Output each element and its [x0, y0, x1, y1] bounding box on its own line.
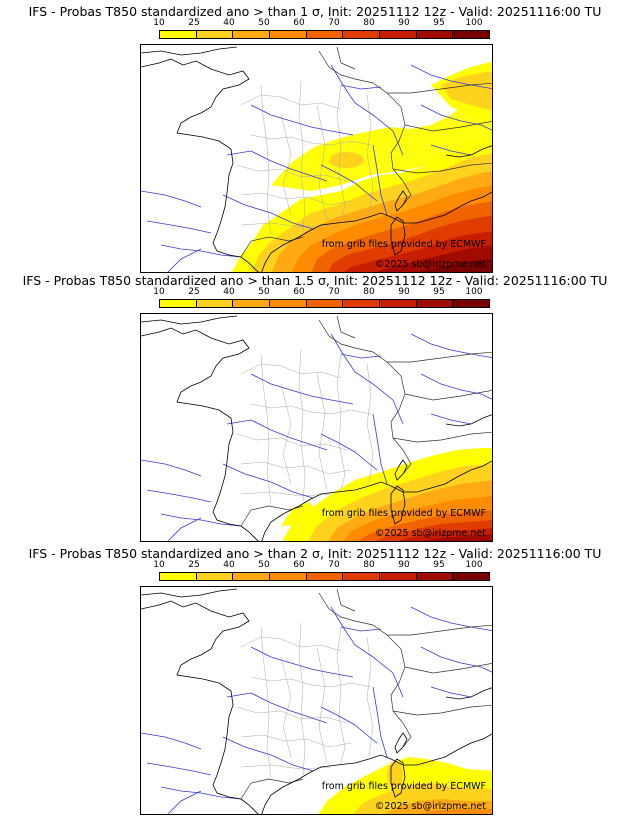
- colorbar-tick: 40: [223, 18, 235, 28]
- colorbar-swatch: [160, 300, 197, 307]
- copyright-credit: ©2025 sb@irizpme.net: [374, 801, 486, 812]
- colorbar-tick: 25: [188, 560, 200, 570]
- colorbar-tick: 50: [258, 18, 270, 28]
- probability-map: from grib files provided by ECMWF ©2025 …: [140, 586, 493, 815]
- data-source-credit: from grib files provided by ECMWF: [321, 239, 486, 250]
- colorbar-tick: 100: [465, 560, 483, 570]
- probability-shading: [232, 61, 492, 272]
- colorbar-swatch: [270, 31, 307, 38]
- data-source-credit: from grib files provided by ECMWF: [321, 508, 486, 519]
- colorbar-tick: 25: [188, 287, 200, 297]
- panel-title: IFS - Probas T850 standardized ano > tha…: [22, 273, 608, 288]
- colorbar-swatch: [196, 573, 234, 580]
- colorbar-swatch: [270, 300, 307, 307]
- colorbar-swatch: [196, 31, 234, 38]
- colorbar-tick: 40: [223, 287, 235, 297]
- colorbar-swatch: [453, 300, 490, 307]
- colorbar-tick: 100: [465, 287, 483, 297]
- colorbar-tick: 10: [153, 18, 165, 28]
- colorbar-tick: 90: [398, 287, 410, 297]
- colorbar-swatch: [343, 300, 381, 307]
- colorbar-tick: 80: [363, 287, 375, 297]
- map-panel-1: IFS - Probas T850 standardized ano > tha…: [0, 4, 630, 273]
- colorbar-tick: 50: [258, 287, 270, 297]
- colorbar-swatch: [380, 573, 417, 580]
- colorbar-swatch: [160, 31, 197, 38]
- panel-title: IFS - Probas T850 standardized ano > tha…: [28, 546, 602, 561]
- colorbar-swatch: [416, 31, 454, 38]
- colorbar-tick: 25: [188, 18, 200, 28]
- colorbar-swatch: [453, 573, 490, 580]
- data-source-credit: from grib files provided by ECMWF: [321, 781, 486, 792]
- colorbar-tick: 95: [433, 560, 445, 570]
- colorbar-swatch: [306, 573, 344, 580]
- colorbar-tick: 70: [328, 18, 340, 28]
- panel-title: IFS - Probas T850 standardized ano > tha…: [28, 4, 602, 19]
- colorbar: [159, 30, 490, 39]
- colorbar-tick: 95: [433, 18, 445, 28]
- colorbar-swatch: [453, 31, 490, 38]
- probability-map: from grib files provided by ECMWF ©2025 …: [140, 44, 493, 273]
- colorbar-swatch: [416, 573, 454, 580]
- colorbar-swatch: [380, 300, 417, 307]
- colorbar-tick: 10: [153, 287, 165, 297]
- colorbar-swatch: [233, 31, 271, 38]
- colorbar-tick: 60: [293, 287, 305, 297]
- colorbar-swatch: [380, 31, 417, 38]
- colorbar-swatch: [343, 573, 381, 580]
- colorbar-tick: 70: [328, 287, 340, 297]
- colorbar: [159, 572, 490, 581]
- colorbar-swatch: [233, 573, 271, 580]
- colorbar-tick: 50: [258, 560, 270, 570]
- colorbar-swatch: [270, 573, 307, 580]
- colorbar-tick: 80: [363, 18, 375, 28]
- map-svg: [141, 588, 492, 814]
- colorbar-tick: 95: [433, 287, 445, 297]
- colorbar-swatch: [306, 31, 344, 38]
- colorbar-tick: 10: [153, 560, 165, 570]
- colorbar-tick: 70: [328, 560, 340, 570]
- colorbar-tick: 60: [293, 560, 305, 570]
- map-svg: [141, 315, 492, 541]
- colorbar-swatch: [416, 300, 454, 307]
- map-panel-3: IFS - Probas T850 standardized ano > tha…: [0, 546, 630, 815]
- colorbar-swatch: [233, 300, 271, 307]
- colorbar-swatch: [306, 300, 344, 307]
- probability-map: from grib files provided by ECMWF ©2025 …: [140, 313, 493, 542]
- colorbar-swatch: [196, 300, 234, 307]
- colorbar-tick: 60: [293, 18, 305, 28]
- colorbar-tick: 100: [465, 18, 483, 28]
- colorbar: [159, 299, 490, 308]
- colorbar-tick: 90: [398, 560, 410, 570]
- map-svg: [141, 46, 492, 272]
- colorbar-tick: 80: [363, 560, 375, 570]
- colorbar-swatch: [343, 31, 381, 38]
- colorbar-swatch: [160, 573, 197, 580]
- colorbar-tick: 40: [223, 560, 235, 570]
- colorbar-tick: 90: [398, 18, 410, 28]
- copyright-credit: ©2025 sb@irizpme.net: [374, 528, 486, 539]
- copyright-credit: ©2025 sb@irizpme.net: [374, 259, 486, 270]
- map-panel-2: IFS - Probas T850 standardized ano > tha…: [0, 273, 630, 542]
